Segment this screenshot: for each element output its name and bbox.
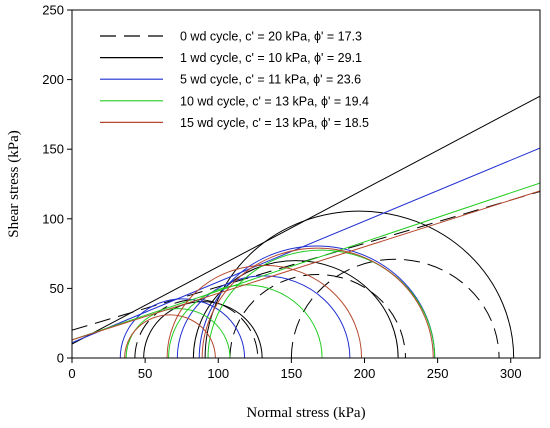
envelope-line-series-3 [72,182,540,341]
y-tick-label: 250 [42,3,64,18]
x-tick-label: 50 [138,366,152,381]
x-tick-label: 200 [354,366,376,381]
mohr-circle-series-3-0 [125,308,231,358]
mohr-circle-series-2-0 [119,298,246,358]
envelope-line-series-1 [72,95,540,345]
y-tick-label: 0 [57,351,64,366]
x-tick-label: 300 [500,366,522,381]
envelope-line-series-2 [72,147,540,344]
mohr-circle-series-1-1 [192,260,399,358]
mohr-circle-series-0-0 [134,299,259,358]
x-tick-label: 250 [427,366,449,381]
legend-label-series-1: 1 wd cycle, c' = 10 kPa, ϕ' = 29.1 [180,51,362,65]
mohr-circle-series-4-2 [201,247,434,358]
mohr-circle-series-0-1 [229,273,406,358]
y-tick-label: 100 [42,211,64,226]
legend-label-series-4: 15 wd cycle, c' = 13 kPa, ϕ' = 18.5 [180,116,369,130]
y-tick-label: 150 [42,142,64,157]
x-tick-label: 0 [68,366,75,381]
legend-label-series-0: 0 wd cycle, c' = 20 kPa, ϕ' = 17.3 [180,30,362,44]
legend-label-series-2: 5 wd cycle, c' = 11 kPa, ϕ' = 23.6 [180,73,361,87]
y-tick-label: 200 [42,72,64,87]
mohr-circle-series-4-0 [124,314,216,358]
x-tick-label: 150 [281,366,303,381]
x-tick-label: 100 [207,366,229,381]
y-tick-label: 50 [50,281,64,296]
mohr-circle-series-3-2 [207,249,436,358]
axis-ticks: 0 50 100 150 200 250 300 0 50 100 150 200 250 [42,3,521,382]
plot-frame [71,9,541,359]
plot-area [72,95,540,358]
x-axis-title: Normal stress (kPa) [246,405,365,421]
legend: 0 wd cycle, c' = 20 kPa, ϕ' = 17.3 1 wd c… [100,30,369,130]
mohr-circle-series-0-2 [290,259,500,358]
legend-label-series-3: 10 wd cycle, c' = 13 kPa, ϕ' = 19.4 [180,94,369,108]
y-axis-title: Shear stress (kPa) [6,130,22,237]
envelope-line-series-4 [72,190,540,341]
mohr-circle-series-4-1 [166,265,363,358]
